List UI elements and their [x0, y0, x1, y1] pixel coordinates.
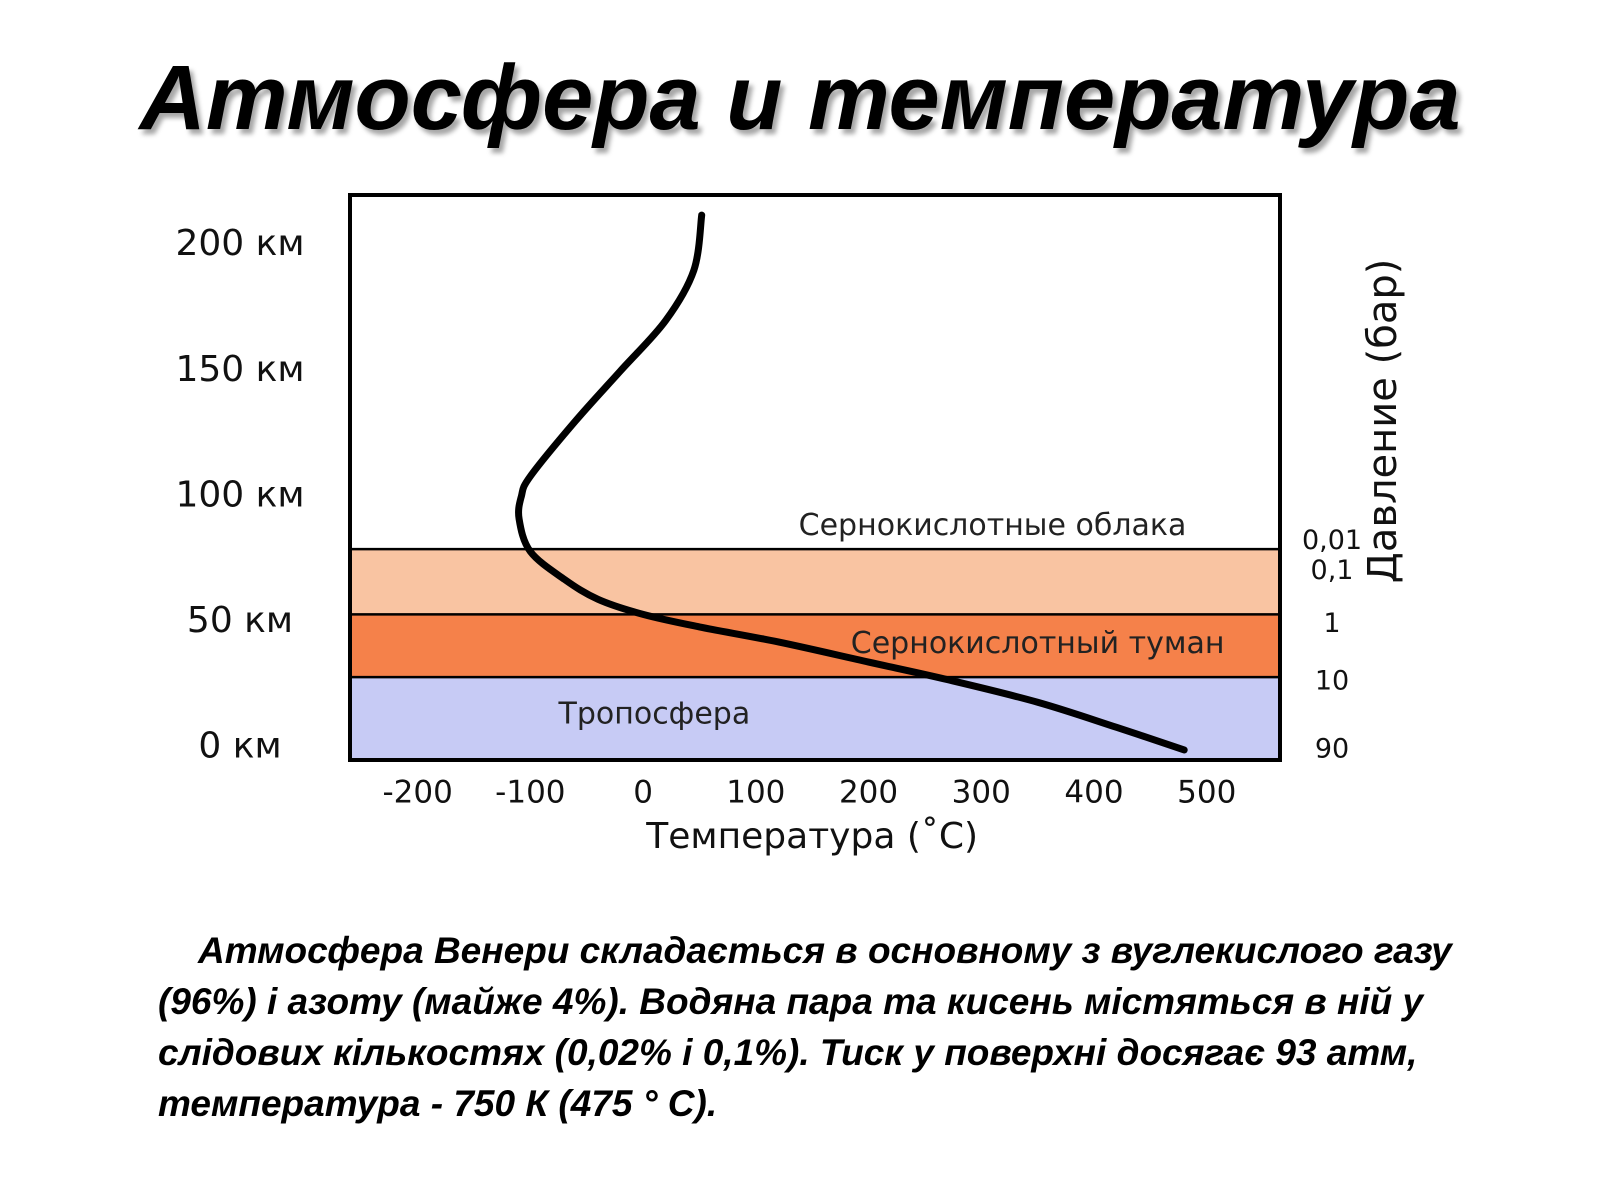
- pressure-tick-label: 0,01: [1302, 525, 1362, 556]
- pressure-tick-label: 90: [1315, 733, 1349, 764]
- pressure-axis-label: Давление (бар): [1360, 259, 1406, 584]
- x-tick-label: 200: [839, 775, 898, 811]
- x-tick-label: 100: [726, 775, 785, 811]
- x-tick-label: -100: [495, 775, 565, 811]
- x-tick-label: 0: [633, 775, 653, 811]
- y-tick-label: 50 км: [187, 600, 293, 641]
- venus-temperature-chart: Тропосфера Сернокислотный туман Сернокисло…: [0, 180, 1600, 900]
- pressure-tick-label: 1: [1323, 608, 1340, 639]
- y-tick-label: 200 км: [175, 223, 304, 264]
- slide-title: Атмосфера и температура: [139, 47, 1461, 149]
- layer-label: Сернокислотные облака: [799, 508, 1187, 543]
- x-axis-label: Температура (˚C): [645, 816, 978, 857]
- temperature-curve: [515, 211, 1188, 754]
- plot-frame: [348, 193, 1282, 762]
- layer-band: [350, 677, 1280, 760]
- y-tick-label: 100 км: [175, 474, 304, 515]
- layer-band: [350, 614, 1280, 678]
- layer-band: [350, 549, 1280, 615]
- x-tick-label: 400: [1064, 775, 1123, 811]
- layer-band: [350, 195, 1280, 550]
- layer-label: Сернокислотный туман: [851, 626, 1225, 661]
- x-tick-label: 500: [1177, 775, 1236, 811]
- y-tick-label: 150 км: [175, 349, 304, 390]
- pressure-tick-label: 10: [1315, 666, 1349, 697]
- x-tick-label: 300: [952, 775, 1011, 811]
- slide-caption: Атмосфера Венери складається в основному…: [158, 930, 1452, 1124]
- layer-label: Тропосфера: [558, 696, 751, 731]
- chart-svg: Тропосфера Сернокислотный туман Сернокисло…: [175, 193, 1406, 857]
- y-tick-label: 0 км: [198, 725, 281, 766]
- x-tick-label: -200: [382, 775, 452, 811]
- pressure-tick-label: 0,1: [1311, 555, 1354, 586]
